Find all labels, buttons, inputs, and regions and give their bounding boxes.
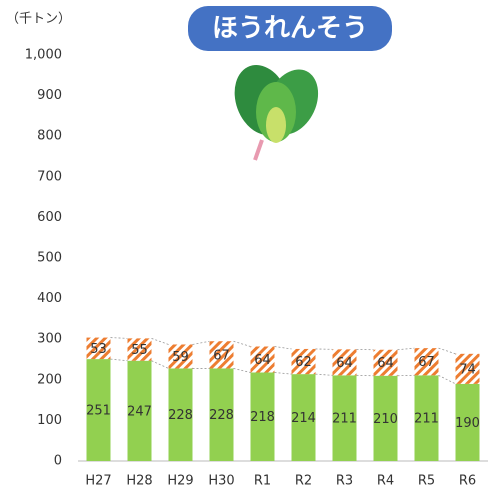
bar-segment xyxy=(250,372,275,461)
x-tick-label: R4 xyxy=(377,474,394,489)
x-tick-label: H28 xyxy=(126,474,152,489)
bar-segment xyxy=(209,368,234,461)
value-label: 59 xyxy=(172,350,189,365)
bar-segment xyxy=(209,341,234,369)
value-label: 211 xyxy=(414,412,439,427)
connector-line xyxy=(233,340,251,347)
y-tick-label: 0 xyxy=(54,454,62,469)
x-tick-label: H27 xyxy=(85,474,111,489)
connector-line xyxy=(274,372,292,375)
value-label: 64 xyxy=(377,356,394,371)
connector-line xyxy=(192,340,210,345)
y-tick-label: 600 xyxy=(37,210,62,225)
value-label: 247 xyxy=(127,404,152,419)
value-label: 190 xyxy=(455,416,480,431)
value-label: 218 xyxy=(250,410,275,425)
y-tick-label: 200 xyxy=(37,372,62,387)
value-label: 214 xyxy=(291,411,316,426)
y-tick-label: 800 xyxy=(37,129,62,144)
y-tick-label: 1,000 xyxy=(25,48,62,63)
bar-segment xyxy=(414,348,439,376)
bar-segment xyxy=(455,353,480,384)
value-label: 55 xyxy=(131,343,148,358)
value-label: 228 xyxy=(209,408,234,423)
bar-segment xyxy=(168,368,193,461)
connector-line xyxy=(151,360,169,369)
connector-line xyxy=(274,346,292,350)
connector-line xyxy=(110,337,128,339)
chart-title: ほうれんそう xyxy=(212,14,368,44)
y-tick-label: 100 xyxy=(37,413,62,428)
y-tick-label: 500 xyxy=(37,251,62,266)
x-tick-label: R1 xyxy=(254,474,271,489)
connector-line xyxy=(438,347,456,355)
bar-segment xyxy=(250,346,275,373)
bar-segment xyxy=(373,349,398,376)
spinach-illustration xyxy=(234,65,319,161)
x-tick-label: R2 xyxy=(295,474,312,489)
y-tick-label: 700 xyxy=(37,169,62,184)
bar-segment xyxy=(455,383,480,461)
connector-line xyxy=(438,374,456,385)
x-tick-label: H29 xyxy=(167,474,193,489)
value-label: 210 xyxy=(373,412,398,427)
bar-segment xyxy=(291,348,316,375)
connector-line xyxy=(315,373,333,376)
bar-segment xyxy=(332,349,357,376)
bar-segment xyxy=(127,360,152,461)
value-label: 251 xyxy=(86,404,111,419)
value-label: 62 xyxy=(295,355,312,370)
value-label: 64 xyxy=(336,356,353,371)
bar-segment xyxy=(414,375,439,461)
value-label: 67 xyxy=(213,348,230,363)
bar-segment xyxy=(373,375,398,461)
y-axis-label: （千トン） xyxy=(6,12,71,27)
value-label: 67 xyxy=(418,355,435,370)
x-tick-label: R6 xyxy=(459,474,476,489)
connector-line xyxy=(397,347,415,351)
x-tick-label: R5 xyxy=(418,474,435,489)
bar-segment xyxy=(291,374,316,461)
value-label: 74 xyxy=(459,362,476,377)
x-tick-label: H30 xyxy=(208,474,234,489)
value-label: 211 xyxy=(332,412,357,427)
title-box xyxy=(188,6,392,51)
x-tick-label: R3 xyxy=(336,474,353,489)
bar-segment xyxy=(332,375,357,461)
connector-line xyxy=(110,358,128,362)
y-tick-label: 900 xyxy=(37,88,62,103)
value-label: 228 xyxy=(168,408,193,423)
bar-segment xyxy=(168,344,193,369)
connector-line xyxy=(233,368,251,373)
value-label: 64 xyxy=(254,353,271,368)
bar-segment xyxy=(86,337,111,360)
bar-segment xyxy=(86,359,111,461)
connector-line xyxy=(151,338,169,345)
y-tick-label: 300 xyxy=(37,332,62,347)
value-label: 53 xyxy=(90,342,107,357)
y-tick-label: 400 xyxy=(37,291,62,306)
bar-segment xyxy=(127,338,152,361)
